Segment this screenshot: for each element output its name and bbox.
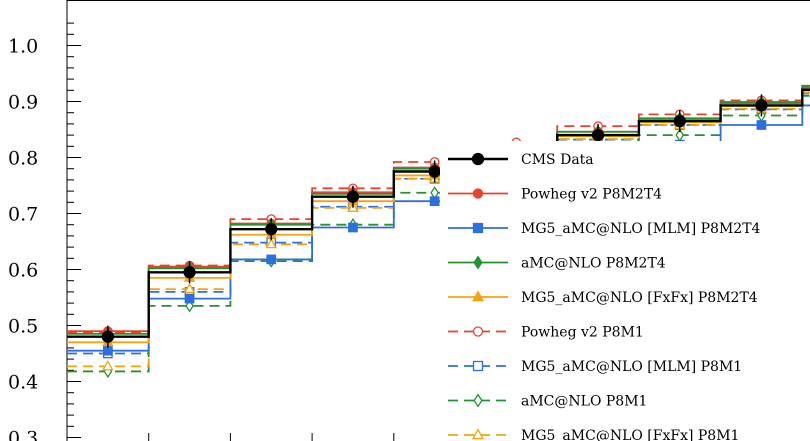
legend-marker — [472, 326, 484, 337]
y-tick-label: 0.7 — [8, 204, 38, 226]
legend-label: MG5_aMC@NLO [FxFx] P8M2T4 — [521, 290, 758, 306]
data-point — [184, 293, 195, 304]
legend-marker — [471, 152, 485, 166]
y-tick-label: 0.5 — [8, 316, 38, 338]
legend-entry: CMS Data — [448, 152, 594, 168]
legend-marker — [472, 188, 484, 199]
data-point — [265, 237, 277, 249]
data-point — [428, 165, 441, 178]
series-line — [67, 88, 810, 338]
legend-entry: MG5_aMC@NLO [MLM] P8M1 — [448, 359, 742, 375]
series-line — [67, 104, 810, 352]
legend: CMS Data Powheg v2 P8M2T4 MG5_aMC@NLO [MLM… — [440, 141, 810, 441]
data-point — [266, 254, 277, 265]
data-point — [185, 299, 194, 313]
data-point — [101, 330, 114, 343]
data-point — [102, 359, 114, 371]
legend-label: Powheg v2 P8M1 — [521, 325, 644, 341]
legend-entry: Powheg v2 P8M2T4 — [448, 187, 662, 203]
data-point — [348, 222, 358, 233]
legend-label: aMC@NLO P8M2T4 — [521, 256, 666, 272]
legend-entry: MG5_aMC@NLO [MLM] P8M2T4 — [448, 221, 761, 237]
legend-marker — [472, 222, 484, 234]
legend-label: Powheg v2 P8M2T4 — [521, 187, 662, 203]
legend-label: aMC@NLO P8M1 — [521, 394, 647, 410]
data-point — [265, 223, 278, 236]
legend-label: CMS Data — [521, 152, 594, 168]
y-tick-label: 0.3 — [8, 428, 38, 441]
legend-entry: MG5_aMC@NLO [FxFx] P8M1 — [448, 428, 739, 441]
data-point — [591, 128, 605, 142]
data-point — [346, 190, 360, 203]
data-point — [429, 196, 440, 207]
legend-marker — [473, 255, 483, 270]
data-point — [183, 266, 196, 279]
legend-background — [440, 141, 810, 441]
legend-entry: aMC@NLO P8M1 — [448, 393, 647, 410]
legend-marker — [473, 393, 483, 408]
y-tick-label: 0.9 — [8, 92, 38, 114]
data-point — [673, 114, 686, 128]
y-axis: 0.3 0.4 0.5 0.6 0.7 0.8 0.9 1.0 — [8, 0, 810, 441]
legend-label: MG5_aMC@NLO [MLM] P8M1 — [521, 359, 742, 375]
legend-label: MG5_aMC@NLO [MLM] P8M2T4 — [521, 221, 761, 237]
legend-entry: MG5_aMC@NLO [FxFx] P8M2T4 — [448, 290, 758, 306]
data-point — [183, 282, 196, 294]
legend-marker — [471, 290, 485, 302]
data-point — [755, 99, 768, 112]
legend-marker — [472, 360, 484, 372]
legend-entry: aMC@NLO P8M2T4 — [448, 255, 666, 272]
y-tick-label: 0.6 — [8, 260, 38, 282]
y-tick-label: 0.8 — [8, 148, 38, 170]
y-tick-label: 1.0 — [8, 36, 38, 58]
data-point — [756, 120, 767, 130]
y-tick-label: 0.4 — [8, 372, 38, 394]
legend-label: MG5_aMC@NLO [FxFx] P8M1 — [521, 428, 739, 441]
legend-marker — [471, 428, 485, 440]
legend-entry: Powheg v2 P8M1 — [448, 325, 644, 341]
data-point — [103, 345, 113, 356]
